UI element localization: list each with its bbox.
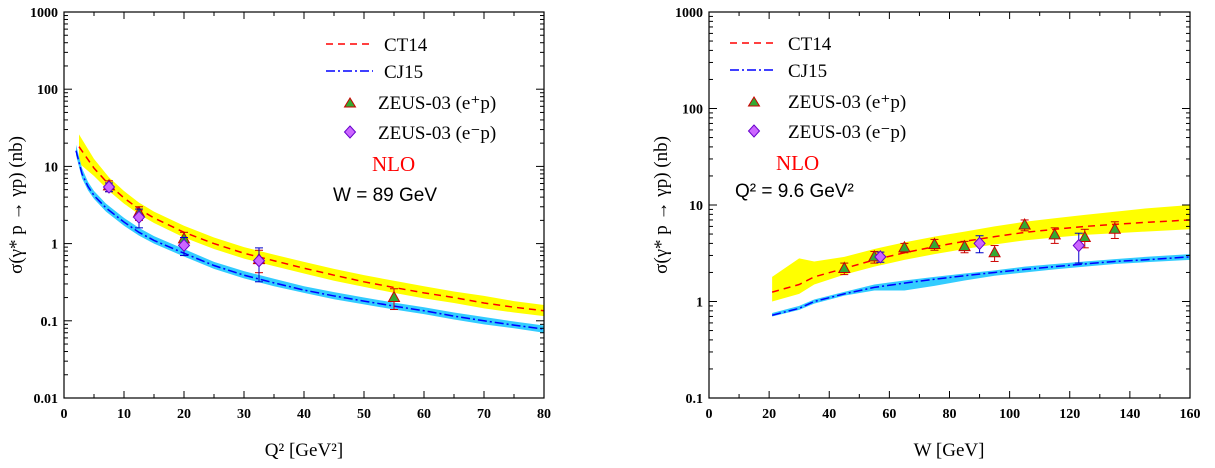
zeus-eplus-point bbox=[837, 261, 851, 273]
cj15-line bbox=[771, 256, 1190, 316]
x-tick-label: 80 bbox=[943, 407, 957, 422]
legend-zeus-eminus-label: ZEUS-03 (e⁻p) bbox=[788, 122, 906, 143]
y-tick-label: 1000 bbox=[30, 6, 58, 21]
y-axis-label: σ(γ* p → γp) (nb) bbox=[6, 136, 27, 274]
ct14-uncertainty-band bbox=[79, 134, 544, 317]
ct14-line bbox=[771, 219, 1190, 293]
x-tick-label: 10 bbox=[117, 407, 131, 422]
legend-diamond-marker bbox=[747, 124, 761, 138]
y-tick-label: 100 bbox=[682, 103, 703, 118]
x-tick-label: 80 bbox=[537, 407, 551, 422]
zeus-eplus-point bbox=[988, 245, 1001, 258]
legend-zeus-eminus-label: ZEUS-03 (e⁻p) bbox=[378, 123, 496, 144]
x-tick-label: 20 bbox=[177, 407, 191, 422]
zeus-eplus-point bbox=[958, 239, 971, 252]
y-tick-label: 1 bbox=[51, 238, 58, 253]
x-tick-label: 40 bbox=[297, 407, 311, 422]
legend-ct14-label: CT14 bbox=[788, 34, 832, 55]
x-tick-label: 40 bbox=[822, 407, 836, 422]
y-tick-label: 10 bbox=[44, 160, 58, 175]
legend: CT14 CJ15 ZEUS-03 (e⁺p) ZEUS-03 (e⁻p) bbox=[326, 35, 496, 144]
y-tick-label: 0.1 bbox=[686, 392, 704, 407]
x-tick-label: 20 bbox=[762, 407, 776, 422]
zeus-eminus-point bbox=[252, 253, 266, 268]
legend-triangle-marker bbox=[343, 97, 357, 108]
y-tick-label: 0.01 bbox=[34, 392, 59, 407]
plot-frame bbox=[708, 11, 1191, 399]
x-tick-label: 140 bbox=[1119, 407, 1140, 422]
legend-ct14-label: CT14 bbox=[384, 35, 428, 56]
y-tick-label: 0.1 bbox=[41, 315, 59, 330]
nlo-annotation: NLO bbox=[776, 151, 819, 175]
zeus-eplus-point bbox=[928, 237, 941, 249]
x-tick-label: 0 bbox=[61, 407, 68, 422]
w-annotation: W = 89 GeV bbox=[333, 185, 437, 206]
zeus-eplus-point bbox=[1048, 227, 1062, 240]
x-axis-label: W [GeV] bbox=[914, 440, 985, 461]
x-tick-label: 60 bbox=[417, 407, 431, 422]
zeus-eminus-point bbox=[132, 210, 146, 224]
zeus-eminus-point bbox=[874, 250, 887, 264]
legend-cj15-label: CJ15 bbox=[788, 61, 827, 82]
legend-zeus-eplus-label: ZEUS-03 (e⁺p) bbox=[788, 92, 906, 113]
x-axis-label: Q² [GeV²] bbox=[265, 440, 343, 461]
zeus-eplus-point bbox=[1108, 222, 1122, 234]
legend-cj15-label: CJ15 bbox=[384, 62, 423, 83]
zeus-eplus-point bbox=[1018, 217, 1032, 230]
legend-zeus-eplus-label: ZEUS-03 (e⁺p) bbox=[378, 93, 496, 114]
q2-annotation: Q² = 9.6 GeV² bbox=[735, 181, 854, 202]
zeus-eminus-point bbox=[973, 236, 986, 251]
y-axis-label: σ(γ* p → γp) (nb) bbox=[651, 136, 672, 274]
zeus-eplus-point bbox=[898, 240, 911, 253]
x-tick-label: 100 bbox=[999, 407, 1020, 422]
y-tick-label: 1 bbox=[696, 296, 703, 311]
x-tick-label: 120 bbox=[1059, 407, 1080, 422]
zeus-eminus-point bbox=[102, 180, 116, 194]
x-tick-label: 60 bbox=[882, 407, 896, 422]
x-tick-label: 160 bbox=[1180, 407, 1201, 422]
x-tick-label: 0 bbox=[706, 407, 713, 422]
left-chart: 0 10 20 30 40 50 60 70 80 0.01 0.1 1 10 100 1000 Q² [G… bbox=[6, 6, 551, 461]
legend: CT14 CJ15 ZEUS-03 (e⁺p) ZEUS-03 (e⁻p) bbox=[730, 34, 906, 143]
cj15-line bbox=[75, 150, 544, 330]
right-chart: 0 20 40 60 80 100 120 140 160 0.1 1 10 100 1000 W [Ge… bbox=[651, 6, 1201, 461]
zeus-eplus-point bbox=[1078, 230, 1092, 243]
zeus-eminus-point bbox=[1072, 238, 1085, 253]
x-tick-label: 50 bbox=[357, 407, 371, 422]
nlo-annotation: NLO bbox=[372, 152, 415, 176]
zeus-eminus-point bbox=[177, 238, 191, 253]
legend-triangle-marker bbox=[747, 96, 761, 107]
y-tick-label: 100 bbox=[37, 83, 58, 98]
x-tick-label: 30 bbox=[237, 407, 251, 422]
zeus-eplus-point bbox=[387, 290, 401, 303]
legend-diamond-marker bbox=[343, 125, 357, 139]
y-tick-label: 1000 bbox=[675, 6, 703, 21]
y-tick-label: 10 bbox=[689, 199, 703, 214]
x-tick-label: 70 bbox=[477, 407, 491, 422]
ct14-line bbox=[78, 146, 544, 312]
